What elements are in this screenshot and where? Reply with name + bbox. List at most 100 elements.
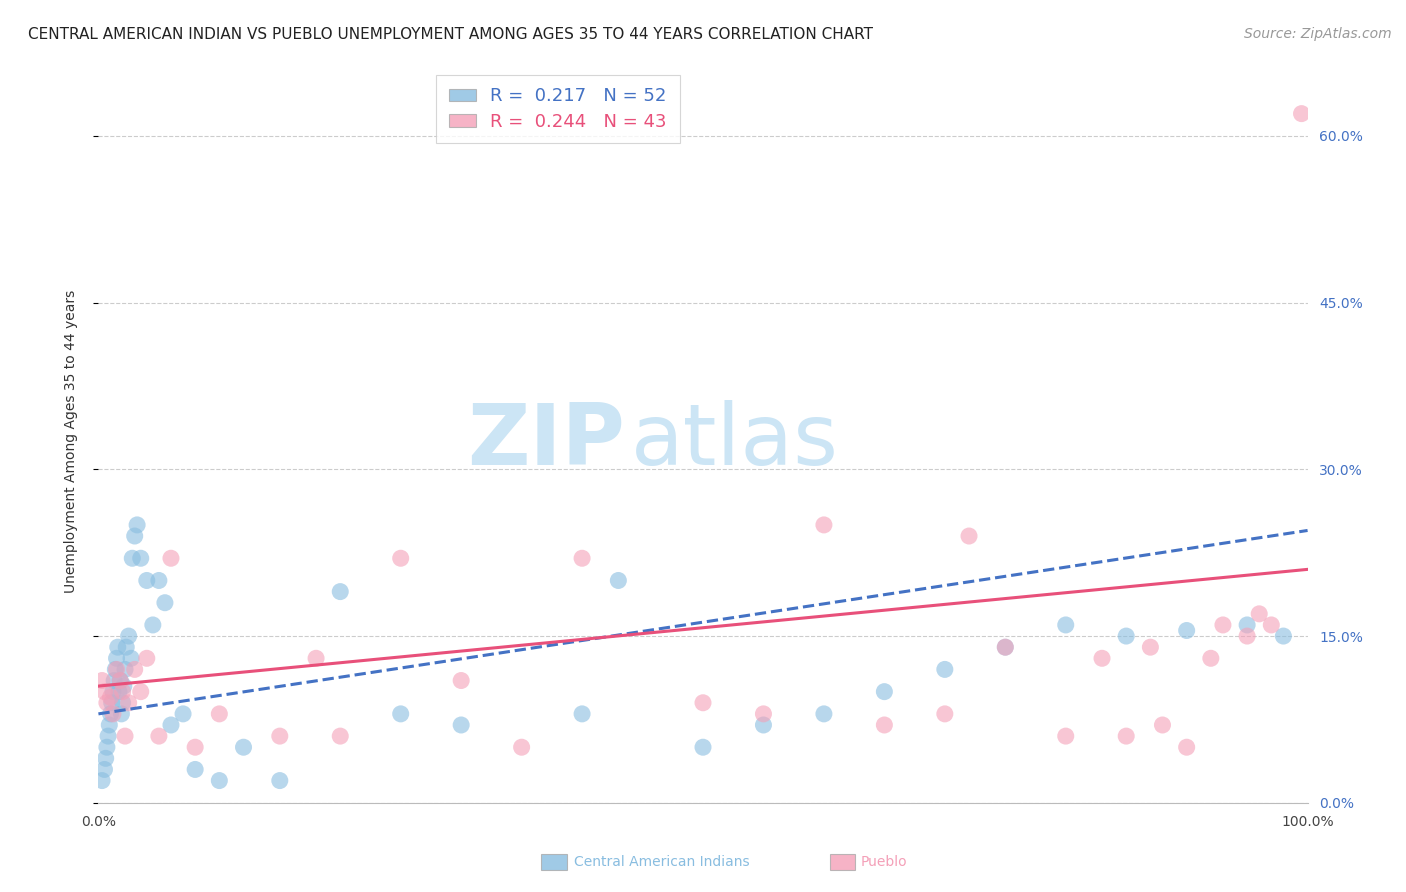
Point bbox=[269, 773, 291, 788]
Point bbox=[208, 706, 231, 721]
Point bbox=[108, 673, 131, 688]
Text: Source: ZipAtlas.com: Source: ZipAtlas.com bbox=[1244, 27, 1392, 41]
Point bbox=[934, 706, 956, 721]
Point bbox=[91, 673, 114, 688]
Point bbox=[389, 551, 412, 566]
Point bbox=[98, 718, 121, 732]
Point bbox=[1236, 618, 1258, 632]
Text: ZIP: ZIP bbox=[467, 400, 624, 483]
Legend: R =  0.217   N = 52, R =  0.244   N = 43: R = 0.217 N = 52, R = 0.244 N = 43 bbox=[436, 75, 679, 144]
Point bbox=[994, 640, 1017, 655]
Point bbox=[1139, 640, 1161, 655]
Point bbox=[127, 517, 149, 532]
Point bbox=[571, 706, 593, 721]
Point bbox=[93, 763, 115, 777]
Point bbox=[114, 729, 136, 743]
Point bbox=[1175, 624, 1198, 638]
Point bbox=[752, 718, 775, 732]
Point bbox=[450, 718, 472, 732]
Point bbox=[105, 662, 128, 676]
Point bbox=[1091, 651, 1114, 665]
Point bbox=[1115, 729, 1137, 743]
Point bbox=[184, 740, 207, 755]
Point bbox=[101, 684, 124, 698]
Point bbox=[329, 729, 352, 743]
Point bbox=[105, 651, 128, 665]
Point bbox=[104, 662, 127, 676]
Text: Central American Indians: Central American Indians bbox=[574, 855, 749, 869]
Point bbox=[1054, 729, 1077, 743]
Point bbox=[129, 551, 152, 566]
Point bbox=[118, 629, 141, 643]
Point bbox=[108, 673, 131, 688]
Point bbox=[571, 551, 593, 566]
Point bbox=[813, 517, 835, 532]
Point bbox=[148, 729, 170, 743]
Text: atlas: atlas bbox=[630, 400, 838, 483]
Point bbox=[1236, 629, 1258, 643]
Point bbox=[692, 696, 714, 710]
Point bbox=[124, 662, 146, 676]
Point bbox=[100, 696, 122, 710]
Point bbox=[752, 706, 775, 721]
Point bbox=[111, 684, 134, 698]
Point bbox=[1291, 106, 1313, 120]
Point bbox=[115, 640, 138, 655]
Point bbox=[118, 696, 141, 710]
Point bbox=[120, 651, 142, 665]
Point bbox=[1212, 618, 1234, 632]
Point bbox=[103, 673, 125, 688]
Point bbox=[1260, 618, 1282, 632]
Point bbox=[1115, 629, 1137, 643]
Y-axis label: Unemployment Among Ages 35 to 44 years: Unemployment Among Ages 35 to 44 years bbox=[63, 290, 77, 593]
Point bbox=[208, 773, 231, 788]
Point bbox=[1249, 607, 1271, 621]
Point bbox=[934, 662, 956, 676]
Point bbox=[1054, 618, 1077, 632]
Point bbox=[148, 574, 170, 588]
Point bbox=[269, 729, 291, 743]
Point bbox=[100, 706, 122, 721]
Point bbox=[1152, 718, 1174, 732]
Point bbox=[607, 574, 630, 588]
Point bbox=[114, 662, 136, 676]
Point bbox=[160, 551, 183, 566]
Point bbox=[389, 706, 412, 721]
Point bbox=[957, 529, 980, 543]
Point bbox=[96, 696, 118, 710]
Point bbox=[692, 740, 714, 755]
Point bbox=[160, 718, 183, 732]
Point bbox=[91, 773, 114, 788]
Point bbox=[305, 651, 328, 665]
Point bbox=[232, 740, 254, 755]
Point bbox=[101, 706, 124, 721]
Point bbox=[1272, 629, 1295, 643]
Point bbox=[94, 751, 117, 765]
Point bbox=[108, 684, 131, 698]
Point bbox=[124, 529, 146, 543]
Point bbox=[873, 684, 896, 698]
Point bbox=[135, 574, 157, 588]
Text: CENTRAL AMERICAN INDIAN VS PUEBLO UNEMPLOYMENT AMONG AGES 35 TO 44 YEARS CORRELA: CENTRAL AMERICAN INDIAN VS PUEBLO UNEMPL… bbox=[28, 27, 873, 42]
Text: Pueblo: Pueblo bbox=[860, 855, 907, 869]
Point bbox=[153, 596, 176, 610]
Point bbox=[994, 640, 1017, 655]
Point bbox=[112, 679, 135, 693]
Point bbox=[93, 684, 115, 698]
FancyBboxPatch shape bbox=[830, 854, 855, 870]
Point bbox=[129, 684, 152, 698]
Point bbox=[450, 673, 472, 688]
Point bbox=[97, 729, 120, 743]
Point bbox=[100, 690, 122, 705]
Point bbox=[1175, 740, 1198, 755]
Point bbox=[142, 618, 165, 632]
Point bbox=[107, 640, 129, 655]
Point bbox=[329, 584, 352, 599]
Point bbox=[110, 706, 132, 721]
Point bbox=[1199, 651, 1222, 665]
FancyBboxPatch shape bbox=[541, 854, 567, 870]
Point bbox=[813, 706, 835, 721]
Point bbox=[873, 718, 896, 732]
Point bbox=[111, 696, 134, 710]
Point bbox=[121, 551, 143, 566]
